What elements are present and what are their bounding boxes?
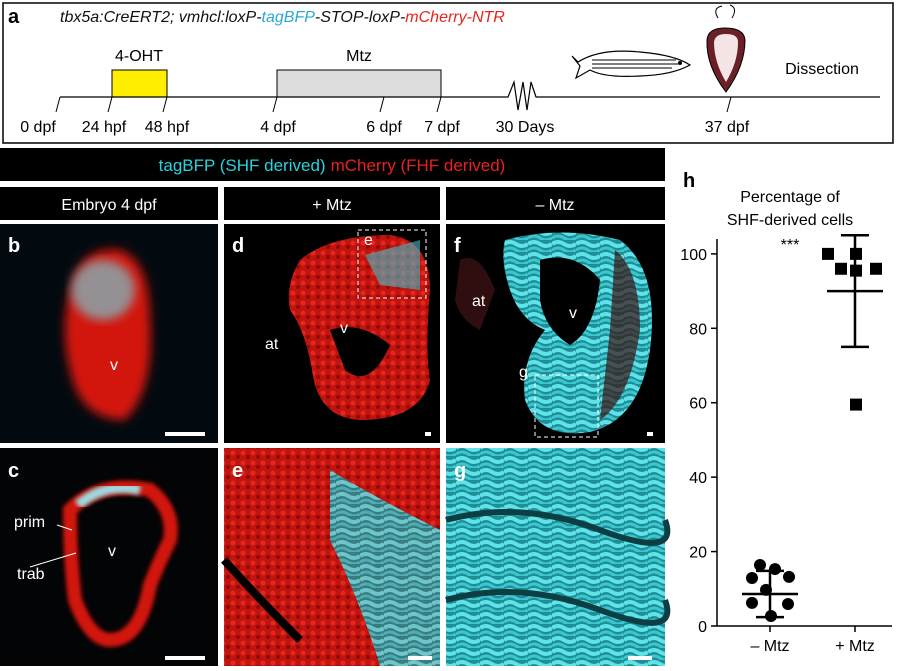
time-label: 24 hpf xyxy=(82,119,127,136)
panel-letter: e xyxy=(232,460,243,482)
data-point xyxy=(835,262,847,275)
data-point xyxy=(822,247,834,260)
x-tick-label: – Mtz xyxy=(750,638,789,655)
y-tick-label: 100 xyxy=(680,247,707,264)
data-point xyxy=(746,596,758,609)
chart-title: Percentage of xyxy=(740,189,840,206)
image-label: v xyxy=(110,357,118,374)
timeline-title: tbx5a:CreERT2; vmhcl:loxP-tagBFP-STOP-lo… xyxy=(60,9,505,26)
error-bar xyxy=(756,569,784,619)
dot-plot: h Percentage of SHF-derived cells *** 0 2… xyxy=(680,170,892,655)
panel-letter: c xyxy=(8,460,19,482)
x-tick-label: + Mtz xyxy=(835,638,875,655)
y-tick-label: 20 xyxy=(689,545,707,562)
text-segment: tagBFP xyxy=(262,9,316,26)
channel-legend-bar xyxy=(0,148,665,181)
treatment-box xyxy=(276,69,442,98)
treatment-label: Mtz xyxy=(346,48,372,65)
label-pointer xyxy=(29,524,77,568)
panel-letter: d xyxy=(232,235,244,257)
text-segment: mCherry-NTR xyxy=(405,9,505,26)
micrograph xyxy=(224,224,440,443)
significance: *** xyxy=(781,237,800,254)
image-label: at xyxy=(472,293,486,310)
micrograph xyxy=(445,448,671,666)
image-panels: tagBFP (SHF derived) mCherry (FHF derived… xyxy=(0,148,671,666)
column-header: – Mtz xyxy=(535,197,574,214)
time-label: 0 dpf xyxy=(20,119,56,136)
text-segment: tagBFP (SHF derived) xyxy=(159,156,326,175)
image-label: at xyxy=(265,336,279,353)
column-header-bar xyxy=(0,187,218,220)
column-header-bar xyxy=(446,187,665,220)
time-label: 30 Days xyxy=(496,119,555,136)
treatment-label: Dissection xyxy=(785,61,859,78)
image-label: g xyxy=(519,364,528,381)
channel-legend: tagBFP (SHF derived) mCherry (FHF derived… xyxy=(159,156,506,175)
data-point xyxy=(754,558,766,571)
text-segment: tbx5a:CreERT2; vmhcl:loxP- xyxy=(60,9,262,26)
micrograph xyxy=(221,448,440,666)
time-label: 37 dpf xyxy=(705,119,750,136)
data-point xyxy=(783,570,795,583)
micrograph xyxy=(446,224,665,443)
image-label: v xyxy=(108,543,116,560)
error-bar xyxy=(841,234,869,349)
column-header-bar xyxy=(224,187,440,220)
panel-letter: a xyxy=(8,6,20,28)
image-label: v xyxy=(340,320,348,337)
time-label: 7 dpf xyxy=(424,119,460,136)
panel-letter: b xyxy=(8,235,20,257)
panel-letter: g xyxy=(454,460,466,482)
panel-letter: f xyxy=(454,235,461,257)
y-tick-label: 60 xyxy=(689,396,707,413)
timeline-panel: a tbx5a:CreERT2; vmhcl:loxP-tagBFP-STOP-… xyxy=(2,2,894,144)
panel-letter: h xyxy=(683,170,695,192)
image-label: prim xyxy=(14,514,45,531)
time-label: 6 dpf xyxy=(366,119,402,136)
y-tick-label: 0 xyxy=(698,619,707,636)
time-tick xyxy=(55,96,732,113)
treatment-label: 4-OHT xyxy=(115,48,163,65)
data-point xyxy=(746,571,758,584)
text-segment: mCherry (FHF derived) xyxy=(331,156,506,175)
micrograph xyxy=(0,448,218,666)
text-segment: -STOP-loxP- xyxy=(315,9,405,26)
time-label: 4 dpf xyxy=(260,119,296,136)
image-label: trab xyxy=(17,566,45,583)
time-axis xyxy=(60,79,880,111)
y-tick-label: 40 xyxy=(689,470,707,487)
treatment-box xyxy=(111,69,168,98)
column-header: + Mtz xyxy=(312,197,352,214)
micrograph xyxy=(0,224,218,443)
data-point xyxy=(850,398,862,411)
image-label: v xyxy=(569,305,577,322)
image-label: e xyxy=(364,232,373,249)
y-tick-label: 80 xyxy=(689,321,707,338)
chart-title: SHF-derived cells xyxy=(727,212,853,229)
heart-icon xyxy=(706,4,746,93)
data-point xyxy=(782,598,794,611)
fish-icon xyxy=(571,50,692,80)
data-point xyxy=(870,262,882,275)
time-label: 48 hpf xyxy=(145,119,190,136)
column-header: Embryo 4 dpf xyxy=(61,197,157,214)
